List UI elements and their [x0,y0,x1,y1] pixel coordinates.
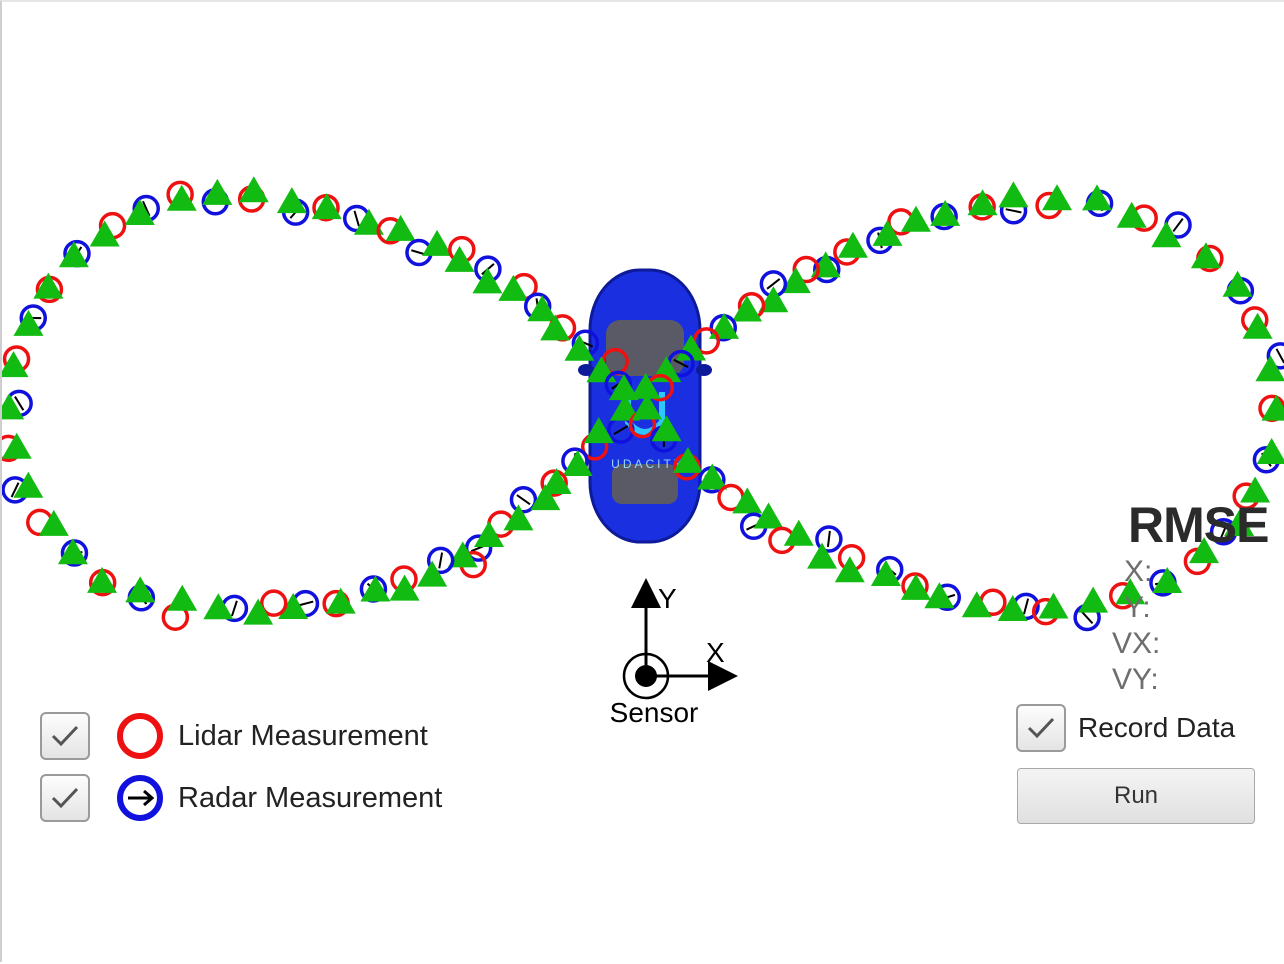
estimate-marker [871,560,901,586]
check-icon [50,785,80,811]
measurement-markers [2,176,1284,629]
estimate-marker [807,543,837,569]
estimate-marker [498,275,528,301]
x-axis-label: X [706,637,725,668]
estimate-marker [1078,587,1108,613]
radar-legend-label: Radar Measurement [178,782,442,815]
estimate-marker [90,221,120,247]
estimate-marker [838,232,868,258]
radar-checkbox[interactable] [40,774,90,822]
estimate-marker [277,187,307,213]
estimate-marker [39,510,69,536]
red-circle-icon [114,710,166,762]
rmse-vy-label: VY: [1112,662,1268,698]
sensor-axes: Y X Sensor [610,583,732,728]
estimate-marker [1191,242,1221,268]
record-data-row: Record Data [1016,704,1235,752]
lidar-legend-label: Lidar Measurement [178,720,428,753]
legend-lidar-row: Lidar Measurement [40,710,428,762]
run-button[interactable]: Run [1017,768,1255,824]
estimate-marker [1042,184,1072,210]
lidar-checkbox[interactable] [40,712,90,760]
record-data-label: Record Data [1078,712,1235,744]
estimate-marker [13,310,43,336]
estimate-marker [732,295,762,321]
estimate-marker [784,520,814,546]
estimate-marker [167,585,197,611]
rmse-vx-label: VX: [1112,626,1268,662]
sensor-dot-icon [635,665,657,687]
estimate-marker [527,295,557,321]
record-data-checkbox[interactable] [1016,704,1066,752]
estimate-marker [962,591,992,617]
estimate-marker [732,487,762,513]
rmse-title: RMSE [1112,496,1268,554]
rmse-x-label: X: [1112,554,1268,590]
check-icon [1026,715,1056,741]
sensor-label: Sensor [610,697,699,728]
rmse-y-label: Y: [1112,590,1268,626]
estimate-marker [1082,184,1112,210]
estimate-marker [998,181,1028,207]
estimate-marker [503,504,533,530]
estimate-marker [474,521,504,547]
legend-radar-row: Radar Measurement [40,772,442,824]
check-icon [50,723,80,749]
rmse-panel: RMSE X: Y: VX: VY: [1112,496,1268,698]
estimate-marker [1038,593,1068,619]
y-axis-label: Y [658,583,677,614]
estimate-marker [125,199,155,225]
blue-circle-arrow-icon [114,772,166,824]
